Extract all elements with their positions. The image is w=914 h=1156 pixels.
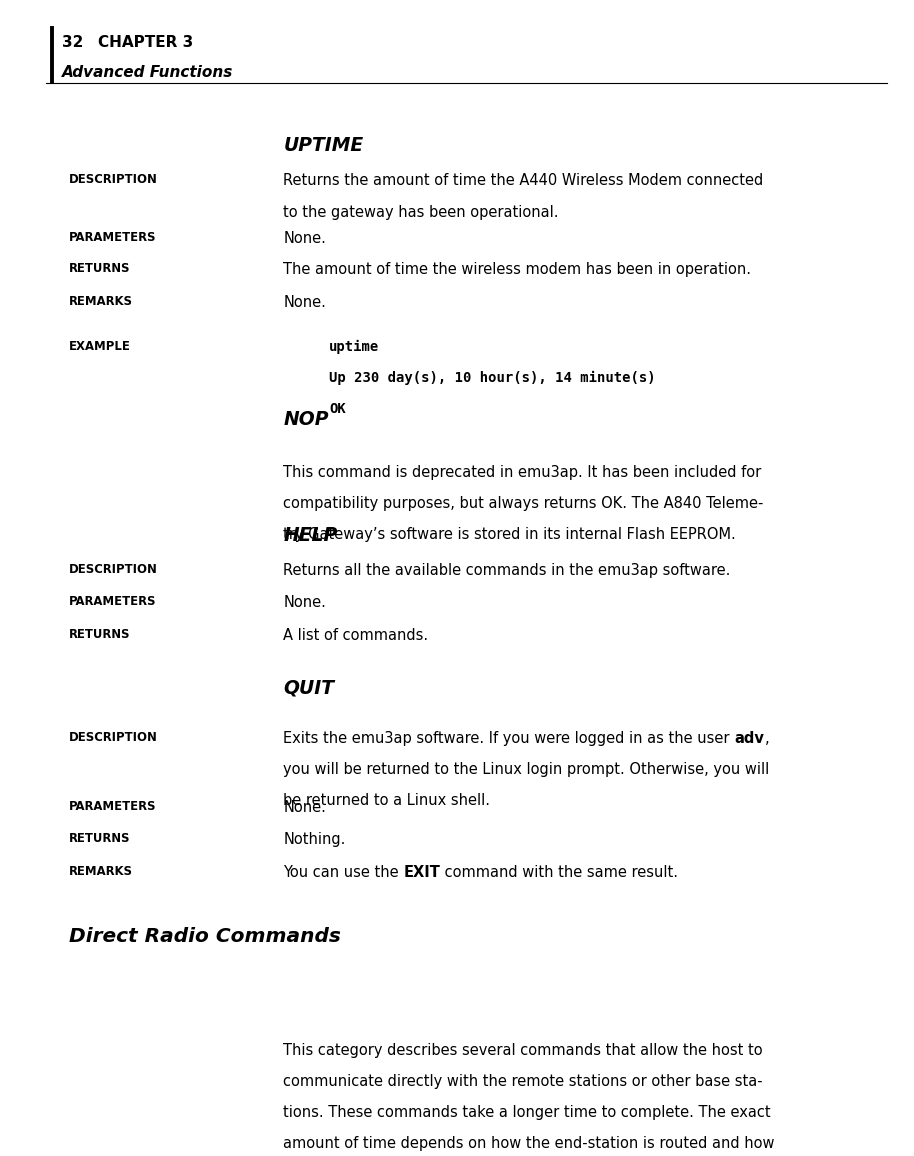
- Text: NOP: NOP: [283, 410, 329, 429]
- Text: QUIT: QUIT: [283, 679, 335, 697]
- Text: DESCRIPTION: DESCRIPTION: [69, 173, 157, 186]
- Text: you will be returned to the Linux login prompt. Otherwise, you will: you will be returned to the Linux login …: [283, 762, 770, 777]
- Text: PARAMETERS: PARAMETERS: [69, 231, 156, 244]
- Text: communicate directly with the remote stations or other base sta-: communicate directly with the remote sta…: [283, 1074, 763, 1089]
- Text: be returned to a Linux shell.: be returned to a Linux shell.: [283, 793, 490, 808]
- Text: DESCRIPTION: DESCRIPTION: [69, 731, 157, 743]
- Text: 32: 32: [62, 35, 83, 50]
- Text: Direct Radio Commands: Direct Radio Commands: [69, 927, 340, 946]
- Text: PARAMETERS: PARAMETERS: [69, 800, 156, 813]
- Text: RETURNS: RETURNS: [69, 262, 130, 275]
- Text: uptime: uptime: [329, 340, 379, 354]
- Text: CHAPTER 3: CHAPTER 3: [98, 35, 193, 50]
- Text: try Gateway’s software is stored in its internal Flash EEPROM.: try Gateway’s software is stored in its …: [283, 527, 736, 542]
- Text: None.: None.: [283, 231, 326, 246]
- Text: compatibility purposes, but always returns OK. The A840 Teleme-: compatibility purposes, but always retur…: [283, 496, 764, 511]
- Text: command with the same result.: command with the same result.: [441, 865, 678, 880]
- Text: REMARKS: REMARKS: [69, 865, 133, 877]
- Text: None.: None.: [283, 295, 326, 310]
- Text: You can use the: You can use the: [283, 865, 404, 880]
- Text: DESCRIPTION: DESCRIPTION: [69, 563, 157, 576]
- Text: adv: adv: [735, 731, 764, 746]
- Text: Nothing.: Nothing.: [283, 832, 345, 847]
- Text: A list of commands.: A list of commands.: [283, 628, 429, 643]
- Text: UPTIME: UPTIME: [283, 136, 364, 155]
- Text: Returns the amount of time the A440 Wireless Modem connected: Returns the amount of time the A440 Wire…: [283, 173, 763, 188]
- Text: ,: ,: [764, 731, 769, 746]
- Text: This category describes several commands that allow the host to: This category describes several commands…: [283, 1043, 763, 1058]
- Text: The amount of time the wireless modem has been in operation.: The amount of time the wireless modem ha…: [283, 262, 751, 277]
- Text: amount of time depends on how the end-station is routed and how: amount of time depends on how the end-st…: [283, 1136, 775, 1151]
- Text: RETURNS: RETURNS: [69, 628, 130, 640]
- Text: Up 230 day(s), 10 hour(s), 14 minute(s): Up 230 day(s), 10 hour(s), 14 minute(s): [329, 371, 655, 385]
- Text: tions. These commands take a longer time to complete. The exact: tions. These commands take a longer time…: [283, 1105, 771, 1120]
- Text: None.: None.: [283, 800, 326, 815]
- Text: PARAMETERS: PARAMETERS: [69, 595, 156, 608]
- Text: to the gateway has been operational.: to the gateway has been operational.: [283, 205, 558, 220]
- Text: EXIT: EXIT: [404, 865, 441, 880]
- Text: Returns all the available commands in the emu3ap software.: Returns all the available commands in th…: [283, 563, 730, 578]
- Text: OK: OK: [329, 402, 345, 416]
- Text: Exits the emu3ap software. If you were logged in as the user: Exits the emu3ap software. If you were l…: [283, 731, 735, 746]
- Text: REMARKS: REMARKS: [69, 295, 133, 307]
- Text: This command is deprecated in emu3ap. It has been included for: This command is deprecated in emu3ap. It…: [283, 465, 761, 480]
- Text: EXAMPLE: EXAMPLE: [69, 340, 131, 353]
- Text: None.: None.: [283, 595, 326, 610]
- Text: RETURNS: RETURNS: [69, 832, 130, 845]
- Text: Advanced Functions: Advanced Functions: [62, 65, 233, 80]
- Text: HELP: HELP: [283, 526, 337, 544]
